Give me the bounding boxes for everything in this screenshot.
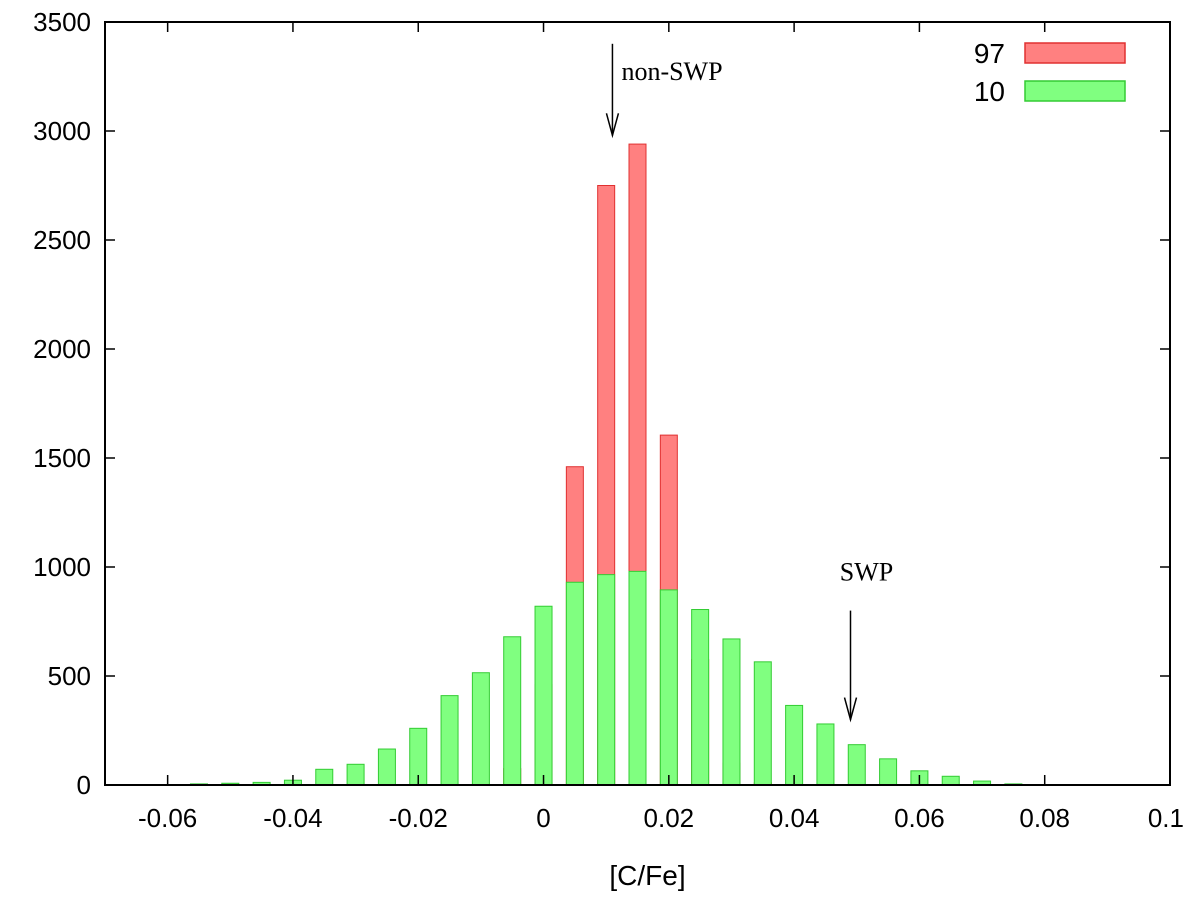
- legend-swatch: [1024, 80, 1126, 102]
- bar-series-10: [785, 704, 804, 786]
- x-tick-label: 0: [536, 803, 550, 833]
- y-tick-label: 0: [77, 770, 91, 800]
- x-tick-label: -0.06: [138, 803, 197, 833]
- y-tick-label: 3500: [33, 7, 91, 37]
- plot-frame: [104, 21, 1171, 786]
- bar-series-10: [628, 570, 647, 786]
- bar-series-10: [722, 638, 741, 786]
- y-tick-label: 1500: [33, 443, 91, 473]
- y-tick-label: 2500: [33, 225, 91, 255]
- x-axis-label: [C/Fe]: [609, 860, 685, 891]
- x-tick-label: 0.06: [894, 803, 945, 833]
- bar-series-10: [346, 763, 365, 786]
- annotation-arrow-head: [843, 697, 858, 723]
- bars-layer: [158, 143, 1054, 786]
- annotations-layer: non-SWP SWP: [605, 43, 893, 723]
- x-tick-label: 0.08: [1019, 803, 1070, 833]
- x-tick-label: 0.02: [644, 803, 695, 833]
- bar-series-10: [503, 636, 522, 786]
- y-tick-label: 1000: [33, 552, 91, 582]
- bar-series-10: [659, 589, 678, 786]
- bar-series-10: [597, 574, 616, 786]
- annotation-arrow-head: [605, 113, 620, 139]
- x-tick-label: 0.1: [1148, 803, 1184, 833]
- y-tick-label: 500: [48, 661, 91, 691]
- bar-series-10: [471, 672, 490, 786]
- ticks-layer: 0 500 1000 1500 2000 2500 3000 3500 -0.06 -0.04 -0…: [33, 7, 1184, 833]
- bar-series-10: [315, 768, 334, 786]
- bar-series-10: [377, 748, 396, 786]
- bar-series-10: [879, 758, 898, 786]
- legend-label: 97: [974, 38, 1005, 69]
- legend-swatch: [1024, 42, 1126, 64]
- bar-series-10: [753, 661, 772, 786]
- y-tick-label: 2000: [33, 334, 91, 364]
- x-tick-label: -0.04: [263, 803, 322, 833]
- bar-series-10: [440, 695, 459, 786]
- annotation-label: non-SWP: [621, 57, 722, 86]
- x-tick-label: -0.02: [389, 803, 448, 833]
- y-tick-label: 3000: [33, 116, 91, 146]
- x-tick-label: 0.04: [769, 803, 820, 833]
- legend-label: 10: [974, 76, 1005, 107]
- annotation-label: SWP: [840, 558, 893, 587]
- bar-series-10: [941, 775, 960, 786]
- bar-series-10: [847, 744, 866, 786]
- bar-series-10: [691, 609, 710, 786]
- bar-series-10: [534, 605, 553, 786]
- bar-series-10: [816, 723, 835, 786]
- bar-series-10: [565, 581, 584, 786]
